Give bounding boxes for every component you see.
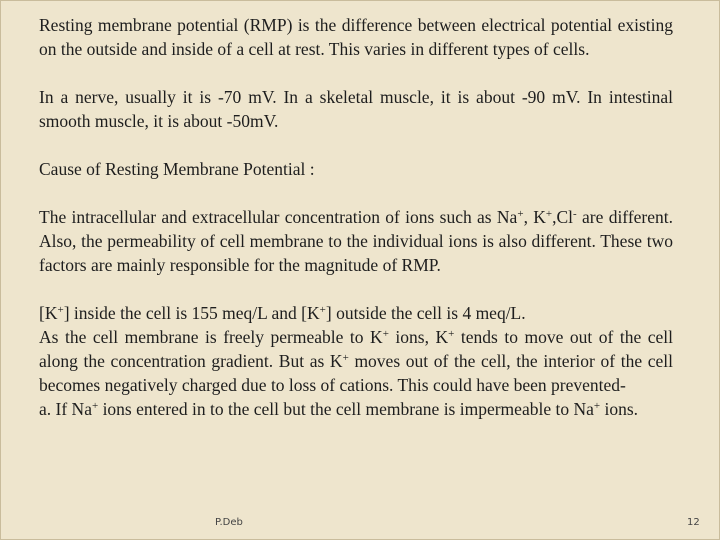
footer-author: P.Deb <box>215 517 243 528</box>
text-run: [K <box>39 303 58 323</box>
text-run: ions, K <box>388 327 449 347</box>
list-item: a. If Na+ ions entered in to the cell bu… <box>39 397 673 421</box>
text-run: Cause of Resting Membrane Potential : <box>39 159 315 179</box>
paragraph: Resting membrane potential (RMP) is the … <box>39 13 673 61</box>
superscript: + <box>382 328 389 340</box>
text-run: , K <box>523 207 546 227</box>
text-run: ] inside the cell is 155 meq/L and [K <box>63 303 320 323</box>
paragraph: The intracellular and extracellular conc… <box>39 205 673 277</box>
text-run: ions. <box>600 399 639 419</box>
superscript: + <box>319 304 326 316</box>
text-run: ] outside the cell is 4 meq/L. <box>325 303 526 323</box>
text-run: are different. Also, the permeability of… <box>39 207 673 275</box>
text-run: The intracellular and extracellular conc… <box>39 207 518 227</box>
slide-body: Resting membrane potential (RMP) is the … <box>39 13 673 421</box>
superscript: - <box>573 208 577 220</box>
paragraph: Cause of Resting Membrane Potential : <box>39 157 673 181</box>
list-marker: a. <box>39 399 52 419</box>
superscript: + <box>545 208 553 220</box>
text-run: tends to move out of the cell along the … <box>39 327 673 371</box>
superscript: + <box>342 352 349 364</box>
text-run: If Na <box>51 399 92 419</box>
superscript: + <box>448 328 455 340</box>
text-run: ,Cl <box>552 207 574 227</box>
text-run: moves out of the cell, the interior of t… <box>39 351 673 395</box>
superscript: + <box>517 208 524 220</box>
text-run: In a nerve, usually it is -70 mV. In a s… <box>39 87 673 131</box>
page-number: 12 <box>687 517 700 528</box>
text-run: As the cell membrane is freely permeable… <box>39 327 383 347</box>
superscript: + <box>91 400 99 412</box>
text-run: ions entered in to the cell but the cell… <box>98 399 594 419</box>
paragraph: As the cell membrane is freely permeable… <box>39 325 673 397</box>
paragraph: [K+] inside the cell is 155 meq/L and [K… <box>39 301 673 325</box>
paragraph: In a nerve, usually it is -70 mV. In a s… <box>39 85 673 133</box>
superscript: + <box>593 400 601 412</box>
text-run: Resting membrane potential (RMP) is the … <box>39 15 673 59</box>
superscript: + <box>57 304 64 316</box>
